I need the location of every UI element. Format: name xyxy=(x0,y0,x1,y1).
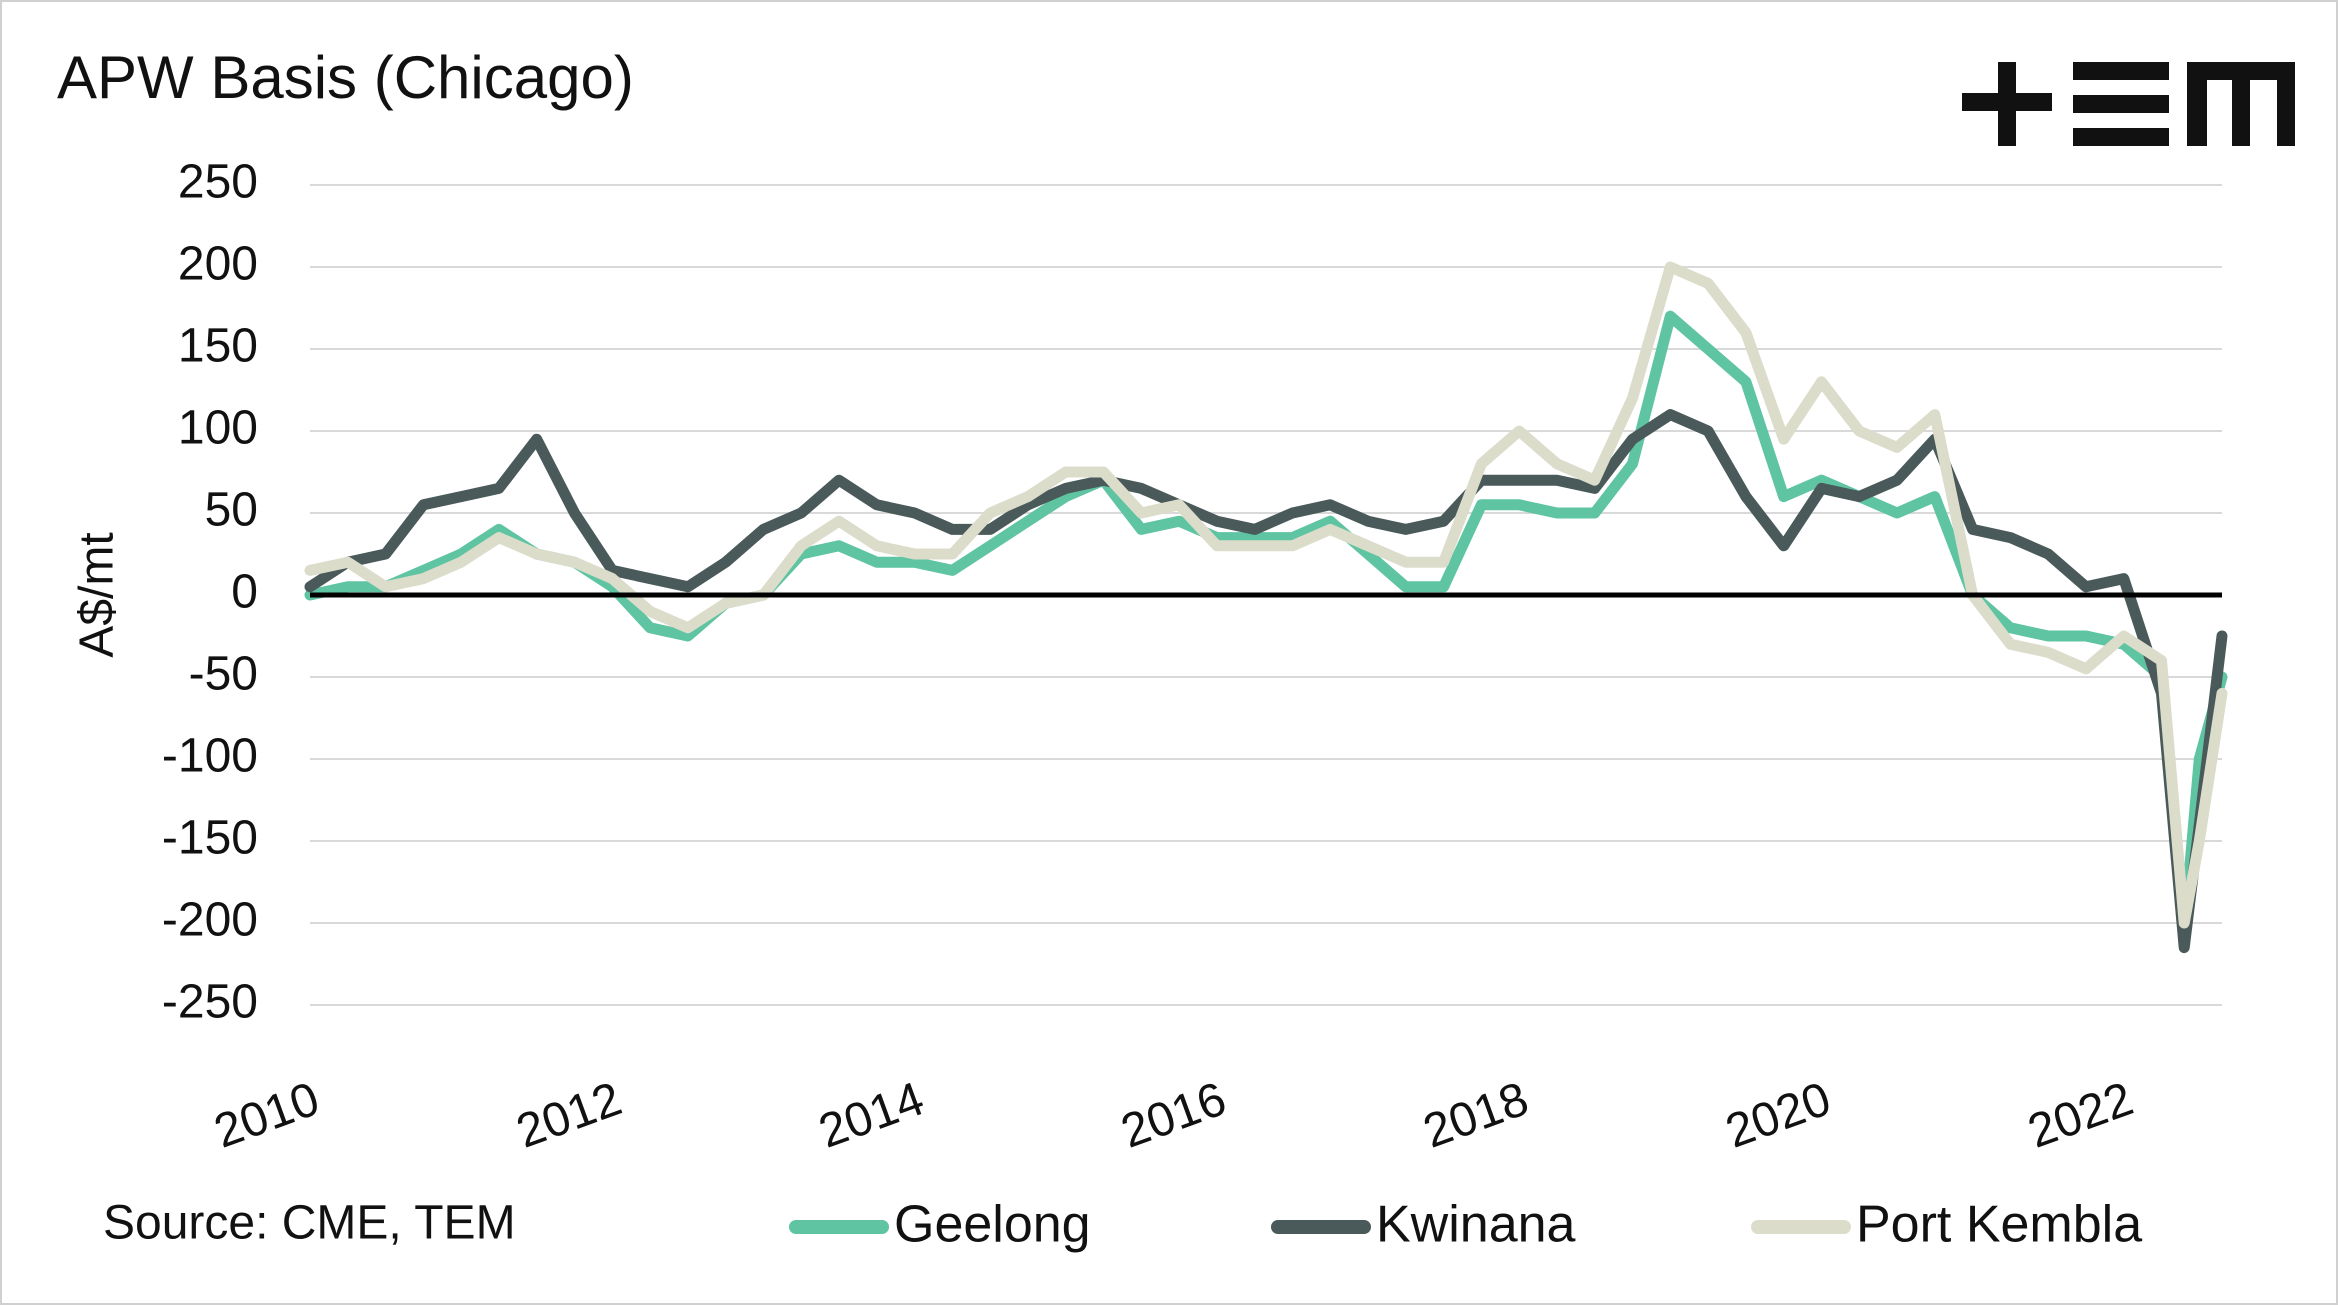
y-tick-label: 50 xyxy=(205,484,258,537)
logo xyxy=(1962,62,2295,146)
y-tick-label: 0 xyxy=(231,566,258,619)
y-tick-label: 150 xyxy=(178,320,258,373)
y-tick-label: -100 xyxy=(162,730,258,783)
y-tick-label: -250 xyxy=(162,976,258,1029)
y-tick-label: -50 xyxy=(189,648,258,701)
series-line xyxy=(304,310,2228,937)
y-tick-label: -200 xyxy=(162,894,258,947)
y-tick-label: 100 xyxy=(178,402,258,455)
y-axis-label: A$/mt xyxy=(71,532,124,657)
y-tick-label: -150 xyxy=(162,812,258,865)
series-line xyxy=(304,261,2228,929)
chart-title: APW Basis (Chicago) xyxy=(57,44,634,111)
legend-label: Kwinana xyxy=(1376,1196,1576,1254)
legend-label: Port Kembla xyxy=(1856,1196,2142,1254)
source-note: Source: CME, TEM xyxy=(103,1197,516,1250)
y-tick-label: 250 xyxy=(178,156,258,209)
legend-label: Geelong xyxy=(894,1196,1091,1254)
y-tick-label: 200 xyxy=(178,238,258,291)
